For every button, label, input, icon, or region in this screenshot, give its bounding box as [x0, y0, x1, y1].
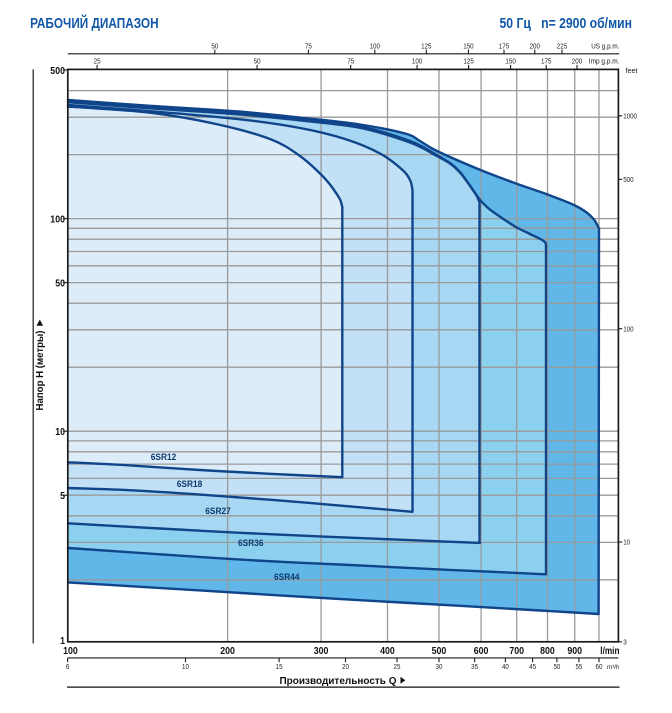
svg-text:100: 100	[50, 213, 65, 225]
svg-text:150: 150	[505, 57, 515, 66]
svg-text:5: 5	[60, 490, 65, 502]
svg-text:150: 150	[463, 41, 473, 50]
svg-text:125: 125	[463, 57, 473, 66]
svg-text:50 Гц n= 2900 об/мин: 50 Гц n= 2900 об/мин	[500, 15, 633, 32]
svg-text:300: 300	[314, 645, 329, 657]
svg-text:1000: 1000	[623, 112, 637, 121]
svg-text:500: 500	[432, 645, 447, 657]
svg-text:Напор H (метры): Напор H (метры)	[34, 331, 46, 411]
svg-text:600: 600	[474, 645, 489, 657]
svg-text:РАБОЧИЙ ДИАПАЗОН: РАБОЧИЙ ДИАПАЗОН	[30, 14, 159, 32]
svg-text:200: 200	[572, 57, 582, 66]
svg-text:40: 40	[502, 662, 509, 671]
svg-text:100: 100	[370, 41, 380, 50]
svg-text:US g.p.m.: US g.p.m.	[591, 41, 619, 50]
svg-text:1: 1	[60, 635, 65, 647]
svg-text:6: 6	[66, 662, 70, 671]
svg-text:10: 10	[623, 538, 630, 547]
svg-text:feet: feet	[626, 66, 639, 75]
svg-text:225: 225	[557, 41, 567, 50]
svg-text:6SR27: 6SR27	[205, 506, 231, 516]
svg-text:45: 45	[529, 662, 536, 671]
svg-text:175: 175	[541, 57, 551, 66]
svg-text:75: 75	[305, 41, 312, 50]
svg-text:25: 25	[94, 57, 101, 66]
svg-text:25: 25	[394, 662, 401, 671]
svg-text:200: 200	[530, 41, 540, 50]
svg-text:60: 60	[596, 662, 603, 671]
svg-text:6SR36: 6SR36	[238, 538, 264, 548]
svg-text:125: 125	[421, 41, 431, 50]
svg-text:800: 800	[540, 645, 555, 657]
svg-text:30: 30	[436, 662, 443, 671]
svg-text:m³/h: m³/h	[607, 664, 620, 671]
svg-text:15: 15	[276, 662, 283, 671]
svg-text:900: 900	[567, 645, 582, 657]
svg-text:50: 50	[254, 57, 261, 66]
svg-text:500: 500	[50, 65, 65, 77]
svg-text:35: 35	[471, 662, 478, 671]
svg-text:100: 100	[63, 645, 78, 657]
svg-text:700: 700	[509, 645, 524, 657]
svg-text:20: 20	[342, 662, 349, 671]
svg-text:Imp g.p.m.: Imp g.p.m.	[589, 57, 620, 66]
svg-text:50: 50	[55, 277, 65, 289]
svg-text:10: 10	[55, 426, 65, 438]
svg-text:3: 3	[623, 638, 627, 647]
svg-text:100: 100	[623, 324, 633, 333]
svg-text:50: 50	[553, 662, 560, 671]
svg-text:75: 75	[347, 57, 354, 66]
svg-text:200: 200	[220, 645, 235, 657]
svg-text:Производительность Q: Производительность Q	[280, 675, 397, 687]
svg-text:55: 55	[575, 662, 582, 671]
svg-text:175: 175	[499, 41, 509, 50]
svg-text:6SR44: 6SR44	[274, 572, 300, 582]
svg-text:l/min: l/min	[600, 645, 619, 657]
svg-text:50: 50	[211, 41, 218, 50]
svg-text:100: 100	[412, 57, 422, 66]
svg-text:400: 400	[380, 645, 395, 657]
svg-text:500: 500	[623, 175, 633, 184]
svg-text:6SR12: 6SR12	[151, 452, 177, 462]
svg-text:10: 10	[182, 662, 189, 671]
svg-text:6SR18: 6SR18	[177, 479, 203, 489]
